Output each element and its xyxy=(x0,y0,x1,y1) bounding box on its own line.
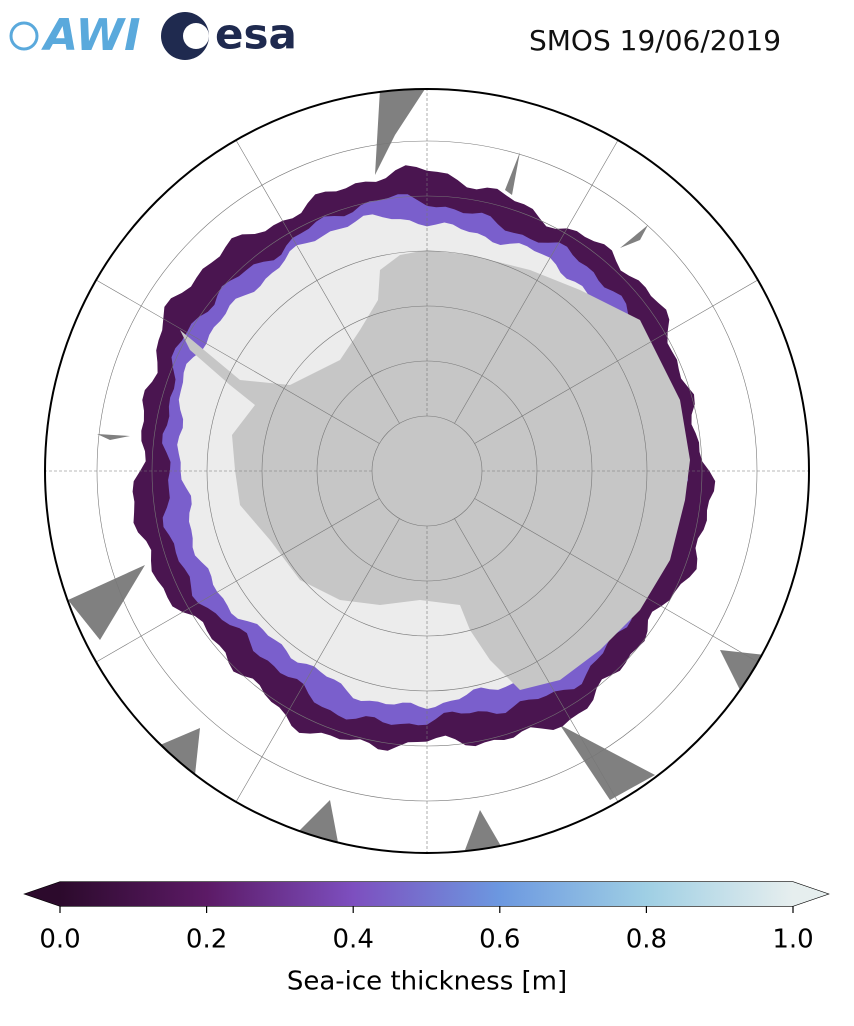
tick-label: 1.0 xyxy=(772,925,813,955)
title: SMOS 19/06/2019 xyxy=(529,24,781,57)
meridian xyxy=(226,124,400,424)
meridian xyxy=(454,124,628,424)
graticule xyxy=(45,89,809,853)
meridian xyxy=(454,518,628,818)
colorbar-gradient xyxy=(60,882,793,906)
colorbar: Sea-ice thickness [m] 0.0 0.2 0.4 0.6 0.8 1.0 xyxy=(23,881,830,997)
antarctica xyxy=(180,250,690,690)
map-frame xyxy=(44,88,810,854)
logo-esa: esa xyxy=(161,10,297,60)
logo-awi: AWI xyxy=(9,10,141,61)
tick-label: 0.2 xyxy=(186,925,227,955)
meridian xyxy=(80,270,380,444)
meridian xyxy=(80,498,380,672)
colorbar-extension xyxy=(25,882,60,906)
colorbar-label: Sea-ice thickness [m] xyxy=(287,967,567,997)
data-gaps xyxy=(68,89,765,853)
logo-text: esa xyxy=(215,10,297,59)
map xyxy=(45,89,809,853)
colorbar-extension xyxy=(793,882,828,906)
tick-label: 0.4 xyxy=(333,925,374,955)
tick-label: 0.8 xyxy=(626,925,667,955)
meridian xyxy=(226,518,400,818)
logo-text: AWI xyxy=(41,10,141,61)
tick-label: 0.6 xyxy=(479,925,520,955)
meridian xyxy=(474,498,774,672)
tick-label: 0.0 xyxy=(39,925,80,955)
meridian xyxy=(474,270,774,444)
